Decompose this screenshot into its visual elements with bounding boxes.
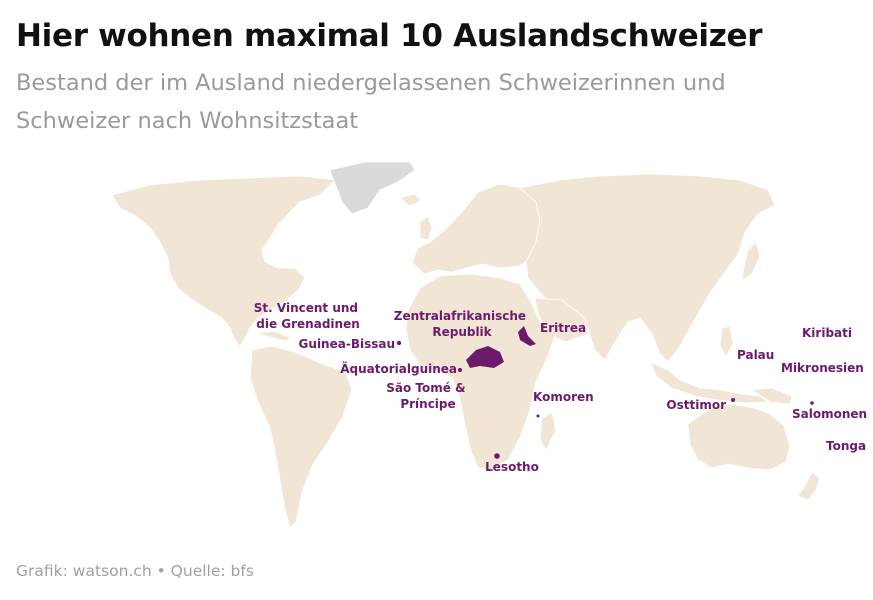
new-zealand-landmass	[797, 471, 821, 501]
label-aequatorialguinea: Äquatorialguinea	[340, 361, 457, 376]
label-salomonen: Salomonen	[792, 407, 867, 421]
chart-subtitle: Bestand der im Ausland niedergelassenen …	[16, 70, 726, 134]
japan-landmass	[741, 241, 761, 281]
equatorial-guinea-marker	[458, 368, 462, 372]
philippines-islands	[719, 325, 734, 357]
salomonen-marker	[810, 401, 814, 405]
label-komoren: Komoren	[533, 390, 594, 404]
madagascar-landmass	[539, 411, 557, 451]
label-kiribati: Kiribati	[802, 326, 852, 340]
australia-landmass	[687, 403, 791, 471]
uk-landmass	[419, 215, 433, 241]
label-tonga: Tonga	[826, 439, 866, 453]
label-palau: Palau	[737, 348, 774, 362]
greenland-landmass	[329, 161, 416, 215]
label-mikronesien: Mikronesien	[781, 361, 864, 375]
iceland-landmass	[399, 193, 423, 207]
world-map: St. Vincent und die Grenadinen Guinea-Bi…	[111, 161, 867, 529]
label-sao-tome: São Tomé & Príncipe	[386, 381, 469, 411]
central-african-republic-shape	[466, 346, 504, 368]
source-footer: Grafik: watson.ch • Quelle: bfs	[16, 562, 254, 580]
south-america-landmass	[249, 345, 353, 529]
label-lesotho: Lesotho	[485, 460, 539, 474]
africa-landmass	[405, 273, 557, 471]
komoren-marker	[536, 414, 540, 418]
asia-landmass	[519, 173, 776, 363]
new-guinea-landmass	[750, 387, 793, 405]
label-guinea-bissau: Guinea-Bissau	[299, 337, 395, 351]
label-zentralafrika: Zentralafrikanische Republik	[394, 309, 530, 339]
lesotho-marker	[494, 453, 500, 459]
north-america-landmass	[111, 175, 336, 347]
chart-title: Hier wohnen maximal 10 Auslandschweizer	[16, 18, 763, 54]
indonesia-islands	[649, 361, 770, 404]
label-st-vincent: St. Vincent und die Grenadinen	[254, 301, 362, 331]
caribbean-islands	[257, 330, 292, 342]
label-osttimor: Osttimor	[666, 398, 726, 412]
label-eritrea: Eritrea	[540, 321, 586, 335]
osttimor-marker	[731, 398, 735, 402]
guinea-bissau-marker	[396, 340, 402, 346]
eritrea-shape	[518, 326, 536, 346]
